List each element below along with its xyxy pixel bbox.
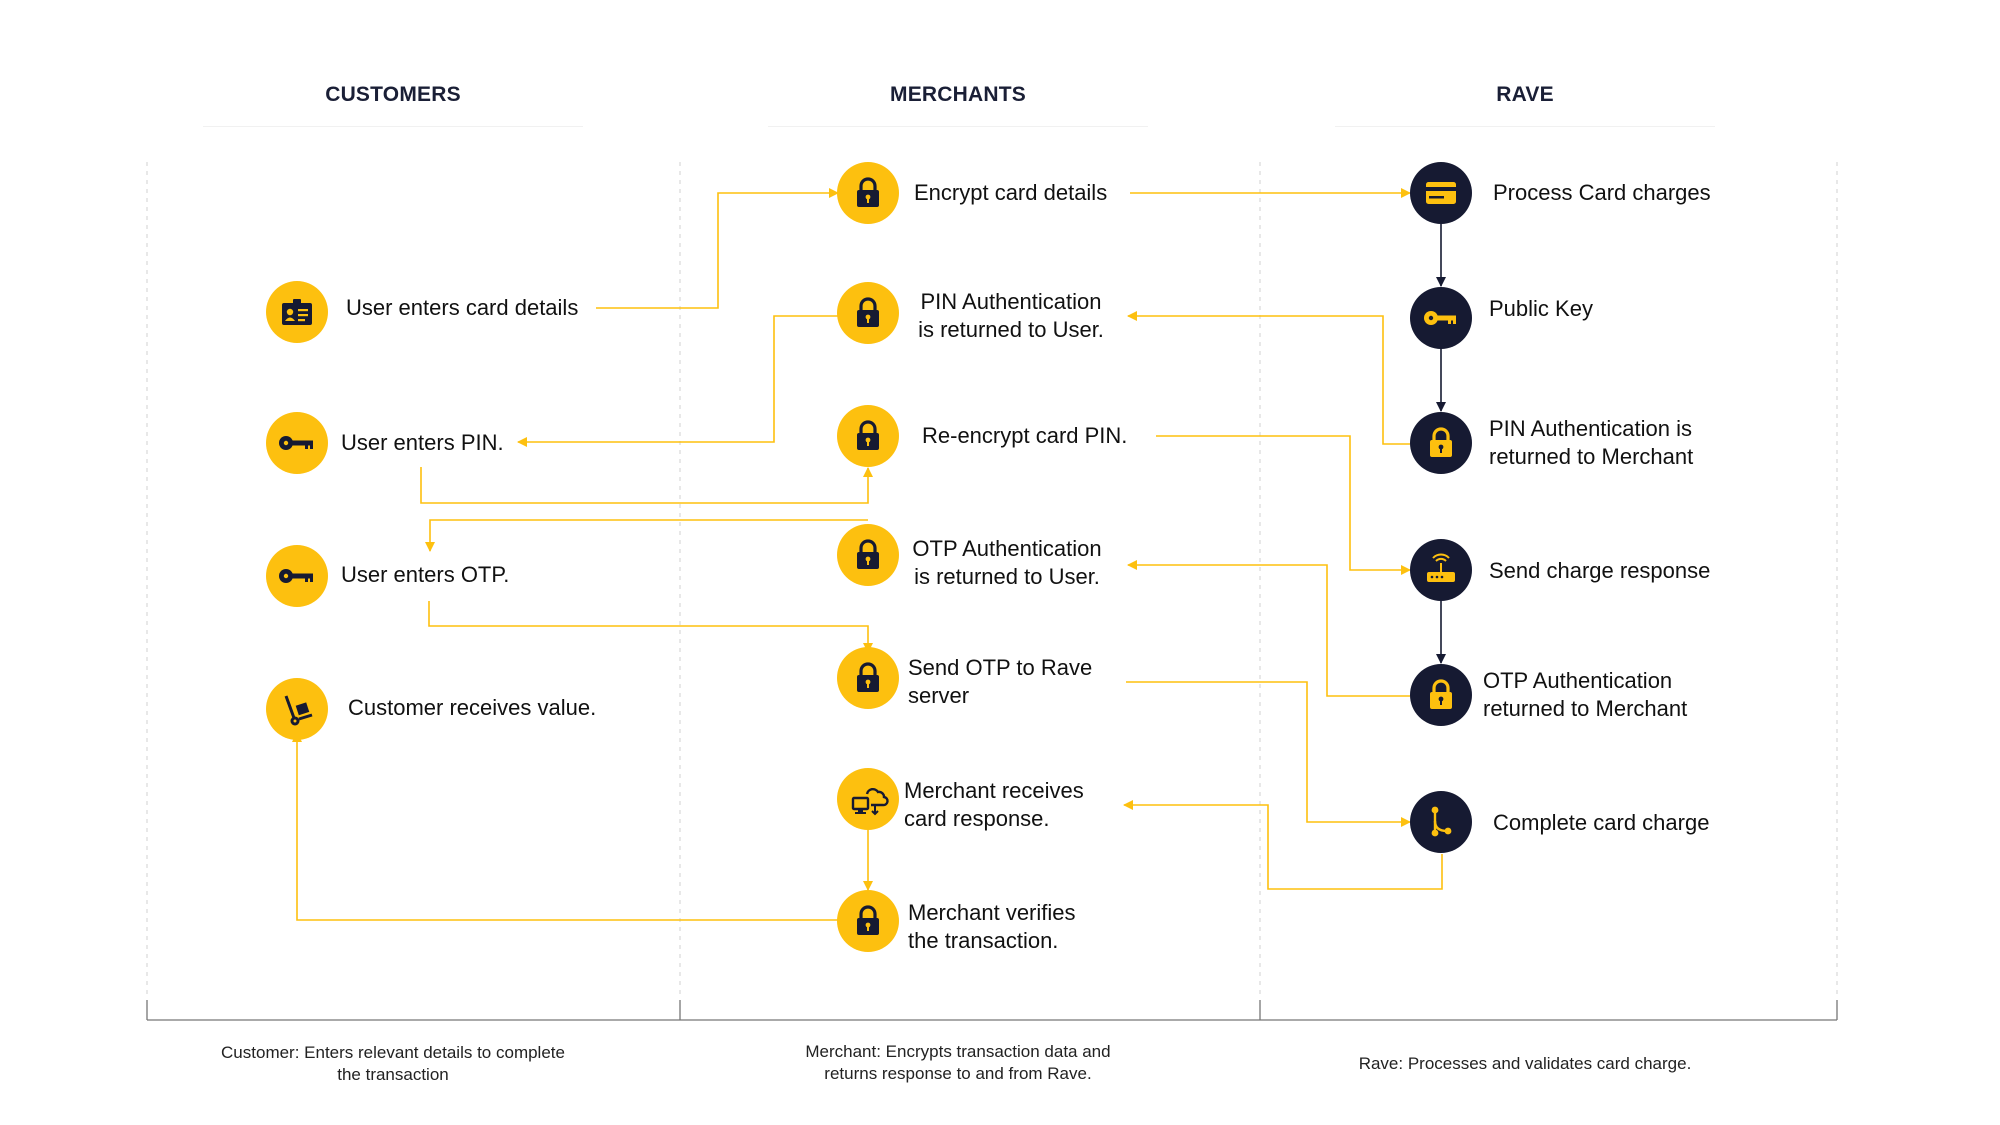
lane-footer-merchants-line2: returns response to and from Rave.: [824, 1064, 1092, 1083]
step-send-otp-line1: Send OTP to Rave: [908, 655, 1093, 680]
lane-dividers: [146, 162, 1838, 995]
lock-icon: [857, 662, 879, 692]
step-pin-node: [266, 412, 328, 474]
step-reencrypt-label: Re-encrypt card PIN.: [922, 423, 1128, 448]
connector-send-to-complete: [1126, 681, 1411, 827]
connector-otp-return-to-user: [425, 519, 868, 552]
step-pin-return-node: [837, 282, 899, 344]
step-pin-auth-line2: returned to Merchant: [1489, 444, 1694, 469]
step-receives-label: Merchant receives card response.: [904, 777, 1084, 833]
cloud-monitor-icon: [851, 787, 889, 816]
step-encrypt-label: Encrypt card details: [914, 180, 1108, 205]
step-verifies-node: [837, 890, 899, 952]
step-send-response-node: [1410, 539, 1472, 601]
connector-reencrypt-to-response: [1156, 435, 1411, 575]
step-receives-line2: card response.: [904, 806, 1050, 831]
step-otp-return-node: [837, 524, 899, 586]
lane-footer-customers: Customer: Enters relevant details to com…: [183, 1042, 603, 1086]
connector-pin-return-to-user: [517, 315, 838, 447]
connector-card-to-encrypt: [596, 188, 839, 309]
step-otp-return-label: OTP Authentication is returned to User.: [902, 535, 1112, 591]
connector-otpauth-to-merchant: [1127, 560, 1410, 697]
id-card-icon: [282, 299, 312, 325]
lane-footer-rave: Rave: Processes and validates card charg…: [1315, 1053, 1735, 1075]
key-icon: [1424, 311, 1456, 325]
connector-pinauth-to-merchant: [1127, 311, 1410, 445]
step-send-response-label: Send charge response: [1489, 558, 1711, 583]
step-otp-label: User enters OTP.: [341, 562, 510, 587]
step-send-otp-label: Send OTP to Rave server: [908, 654, 1092, 710]
connector-verifies-to-customer: [292, 732, 838, 921]
step-otp-node: [266, 545, 328, 607]
step-receives-line1: Merchant receives: [904, 778, 1084, 803]
step-pin-auth-line1: PIN Authentication is: [1489, 416, 1693, 441]
step-complete-label: Complete card charge: [1493, 810, 1710, 835]
step-complete-node: [1410, 791, 1472, 853]
step-pin-auth-label: PIN Authentication is returned to Mercha…: [1489, 415, 1693, 471]
router-icon: [1427, 553, 1455, 582]
step-pin-return-label: PIN Authentication is returned to User.: [906, 288, 1116, 344]
lane-title-merchants: MERCHANTS: [890, 83, 1026, 106]
step-encrypt-node: [837, 162, 899, 224]
lock-icon: [1430, 427, 1452, 457]
step-pin-return-line2: is returned to User.: [918, 317, 1104, 342]
key-icon: [279, 569, 313, 583]
lock-icon: [857, 177, 879, 207]
footer-bracket: [146, 1000, 1838, 1021]
connector-pin-to-reencrypt: [420, 467, 873, 504]
credit-card-icon: [1426, 182, 1456, 204]
step-verifies-label: Merchant verifies the transaction.: [908, 899, 1076, 955]
lane-title-rave: RAVE: [1496, 83, 1554, 106]
lane-title-customers: CUSTOMERS: [325, 83, 461, 106]
step-otp-auth-node: [1410, 664, 1472, 726]
key-icon: [279, 436, 313, 450]
lane-footer-merchants-line1: Merchant: Encrypts transaction data and: [805, 1042, 1111, 1061]
hand-truck-icon: [284, 695, 313, 726]
step-receives-node: [837, 768, 899, 830]
step-value-node: [266, 678, 328, 740]
step-verifies-line2: the transaction.: [908, 928, 1059, 953]
step-value-label: Customer receives value.: [348, 695, 597, 720]
lock-icon: [857, 905, 879, 935]
step-otp-auth-line2: returned to Merchant: [1483, 696, 1688, 721]
branch-icon: [1431, 806, 1452, 837]
step-verifies-line1: Merchant verifies: [908, 900, 1076, 925]
lane-footer-customers-line2: the transaction: [337, 1065, 449, 1084]
lane-footer-merchants: Merchant: Encrypts transaction data and …: [748, 1041, 1168, 1085]
lock-icon: [857, 539, 879, 569]
lane-footer-rave-line1: Rave: Processes and validates card charg…: [1358, 1054, 1692, 1073]
step-card-details-label: User enters card details: [346, 295, 579, 320]
connector-otp-to-send: [428, 601, 873, 653]
step-pin-label: User enters PIN.: [341, 430, 504, 455]
lock-icon: [857, 297, 879, 327]
lane-footer-customers-line1: Customer: Enters relevant details to com…: [221, 1043, 565, 1062]
step-otp-return-line1: OTP Authentication: [912, 536, 1102, 561]
connector-complete-to-receives: [1123, 800, 1443, 890]
step-pin-return-line1: PIN Authentication: [920, 289, 1102, 314]
lane-header-rule: [768, 126, 1148, 127]
lane-header-rule: [203, 126, 583, 127]
step-reencrypt-node: [837, 405, 899, 467]
step-process-label: Process Card charges: [1493, 180, 1711, 205]
lock-icon: [1430, 679, 1452, 709]
step-otp-return-line2: is returned to User.: [914, 564, 1100, 589]
step-send-otp-node: [837, 647, 899, 709]
step-pin-auth-node: [1410, 412, 1472, 474]
step-card-details-node: [266, 281, 328, 343]
step-otp-auth-line1: OTP Authentication: [1483, 668, 1673, 693]
step-otp-auth-label: OTP Authentication returned to Merchant: [1483, 667, 1687, 723]
lock-icon: [857, 420, 879, 450]
step-process-node: [1410, 162, 1472, 224]
lane-header-rule: [1335, 126, 1715, 127]
step-send-otp-line2: server: [908, 683, 970, 708]
step-public-key-label: Public Key: [1489, 296, 1593, 321]
step-public-key-node: [1410, 287, 1472, 349]
